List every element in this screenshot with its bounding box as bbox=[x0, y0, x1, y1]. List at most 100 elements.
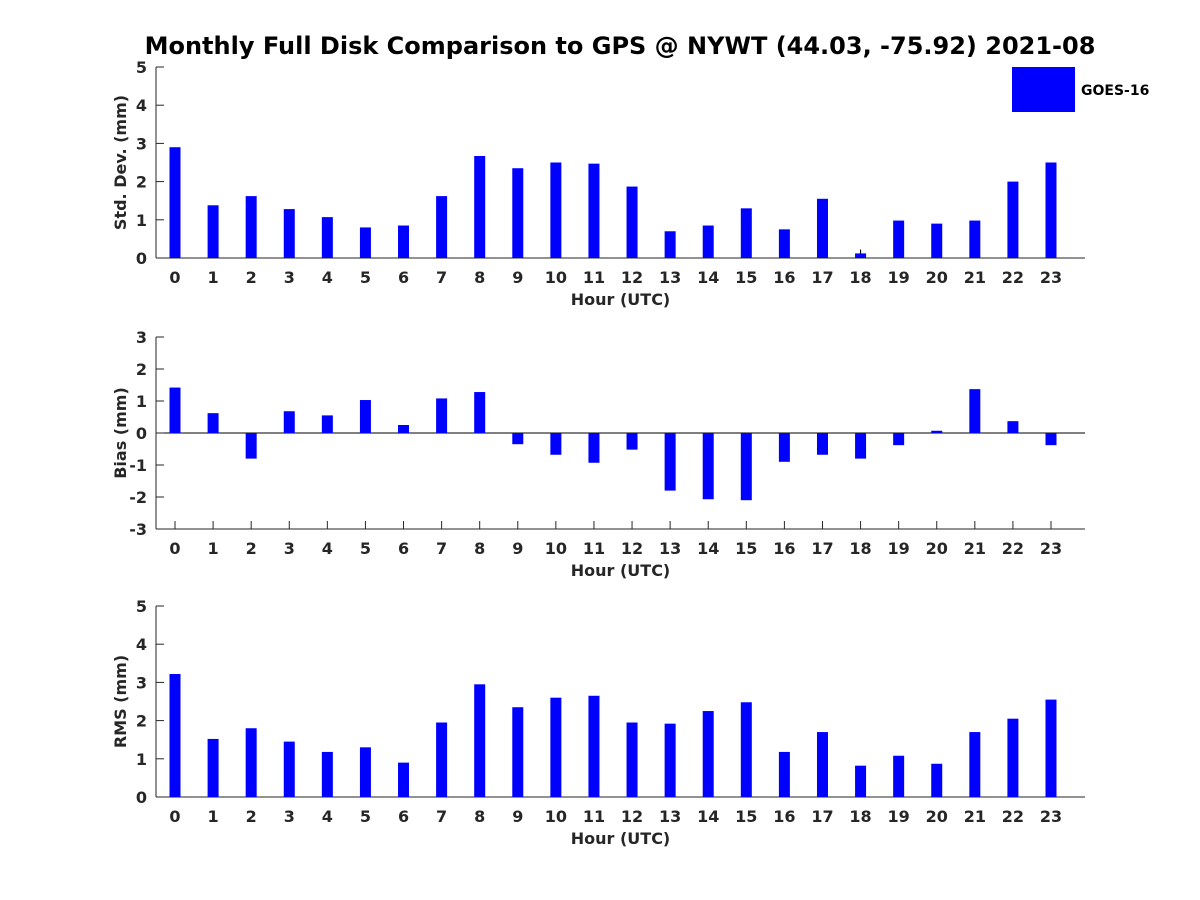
x-tick-label: 23 bbox=[1040, 539, 1062, 558]
bar-hour-15 bbox=[740, 208, 752, 258]
bar-hour-23 bbox=[1045, 162, 1057, 258]
bar-hour-13 bbox=[664, 231, 676, 258]
x-tick-label: 21 bbox=[964, 807, 986, 826]
bar-hour-3 bbox=[283, 741, 295, 797]
bar-hour-0 bbox=[169, 147, 181, 258]
x-tick-label: 20 bbox=[926, 807, 948, 826]
y-tick-label: 4 bbox=[136, 96, 147, 115]
x-tick-label: 8 bbox=[474, 268, 485, 287]
y-tick-label: -1 bbox=[129, 456, 147, 475]
bar-hour-20 bbox=[931, 763, 943, 797]
x-tick-label: 7 bbox=[436, 539, 447, 558]
x-tick-label: 13 bbox=[659, 539, 681, 558]
x-tick-label: 6 bbox=[398, 268, 409, 287]
x-tick-label: 11 bbox=[583, 539, 605, 558]
x-tick-label: 0 bbox=[169, 268, 180, 287]
y-tick-label: -2 bbox=[129, 488, 147, 507]
x-tick-label: 2 bbox=[246, 268, 257, 287]
bar-hour-22 bbox=[1007, 421, 1019, 433]
y-tick-label: 1 bbox=[136, 392, 147, 411]
chart-title: Monthly Full Disk Comparison to GPS @ NY… bbox=[145, 32, 1096, 60]
bar-hour-22 bbox=[1007, 718, 1019, 797]
y-tick-label: 2 bbox=[136, 360, 147, 379]
bar-hour-4 bbox=[321, 751, 333, 797]
bar-hour-22 bbox=[1007, 181, 1019, 258]
bar-hour-6 bbox=[398, 425, 410, 433]
x-tick-label: 21 bbox=[964, 539, 986, 558]
x-tick-label: 20 bbox=[926, 268, 948, 287]
x-tick-label: 4 bbox=[322, 539, 333, 558]
bar-hour-16 bbox=[778, 229, 790, 258]
x-tick-label: 8 bbox=[474, 807, 485, 826]
bar-hour-20 bbox=[931, 430, 943, 433]
x-tick-label: 3 bbox=[284, 539, 295, 558]
x-tick-label: 9 bbox=[512, 539, 523, 558]
y-tick-label: 4 bbox=[136, 635, 147, 654]
bar-hour-5 bbox=[359, 400, 371, 433]
bar-hour-12 bbox=[626, 433, 638, 450]
x-axis-label: Hour (UTC) bbox=[571, 561, 671, 580]
bar-hour-8 bbox=[474, 392, 486, 433]
bar-hour-3 bbox=[283, 411, 295, 433]
bar-hour-11 bbox=[588, 163, 600, 258]
y-tick-label: 0 bbox=[136, 424, 147, 443]
x-tick-label: 12 bbox=[621, 268, 643, 287]
x-axis-label: Hour (UTC) bbox=[571, 829, 671, 848]
bar-hour-5 bbox=[359, 227, 371, 258]
bar-hour-14 bbox=[702, 225, 714, 258]
bar-hour-0 bbox=[169, 673, 181, 797]
x-tick-label: 4 bbox=[322, 807, 333, 826]
y-axis-label: RMS (mm) bbox=[111, 655, 130, 748]
x-tick-label: 9 bbox=[512, 807, 523, 826]
bar-hour-7 bbox=[436, 398, 448, 433]
bar-hour-2 bbox=[245, 196, 257, 258]
x-tick-label: 22 bbox=[1002, 268, 1024, 287]
bar-hour-23 bbox=[1045, 433, 1057, 446]
bar-hour-18 bbox=[855, 433, 867, 459]
bar-hour-17 bbox=[816, 732, 828, 797]
x-tick-label: 8 bbox=[474, 539, 485, 558]
bar-hour-11 bbox=[588, 695, 600, 797]
y-tick-label: 3 bbox=[136, 328, 147, 347]
x-tick-label: 20 bbox=[926, 539, 948, 558]
legend-swatch bbox=[1012, 67, 1075, 112]
x-tick-label: 1 bbox=[208, 807, 219, 826]
x-tick-label: 19 bbox=[888, 268, 910, 287]
y-tick-label: 1 bbox=[136, 211, 147, 230]
x-tick-label: 1 bbox=[208, 268, 219, 287]
y-tick-label: 0 bbox=[136, 788, 147, 807]
bar-hour-9 bbox=[512, 707, 524, 797]
x-tick-label: 2 bbox=[246, 539, 257, 558]
x-tick-label: 22 bbox=[1002, 539, 1024, 558]
y-tick-label: 3 bbox=[136, 134, 147, 153]
bar-hour-17 bbox=[816, 198, 828, 258]
y-axis-label: Bias (mm) bbox=[111, 387, 130, 479]
x-tick-label: 14 bbox=[697, 539, 719, 558]
bar-hour-1 bbox=[207, 205, 219, 258]
bar-hour-13 bbox=[664, 723, 676, 797]
x-tick-label: 23 bbox=[1040, 807, 1062, 826]
bar-hour-11 bbox=[588, 433, 600, 463]
x-tick-label: 13 bbox=[659, 268, 681, 287]
bar-hour-1 bbox=[207, 738, 219, 797]
bar-hour-23 bbox=[1045, 699, 1057, 797]
bar-hour-13 bbox=[664, 433, 676, 491]
bar-hour-18 bbox=[855, 765, 867, 797]
legend: GOES-16 bbox=[1006, 62, 1156, 114]
bar-hour-21 bbox=[969, 389, 981, 433]
bar-hour-20 bbox=[931, 223, 943, 258]
bar-hour-19 bbox=[893, 755, 905, 797]
x-tick-label: 3 bbox=[284, 807, 295, 826]
x-tick-label: 14 bbox=[697, 268, 719, 287]
x-tick-label: 19 bbox=[888, 539, 910, 558]
bar-hour-15 bbox=[740, 433, 752, 501]
x-tick-label: 15 bbox=[735, 539, 757, 558]
bar-hour-17 bbox=[816, 433, 828, 455]
x-tick-label: 17 bbox=[811, 539, 833, 558]
x-tick-label: 15 bbox=[735, 807, 757, 826]
x-tick-label: 23 bbox=[1040, 268, 1062, 287]
bar-hour-2 bbox=[245, 433, 257, 459]
